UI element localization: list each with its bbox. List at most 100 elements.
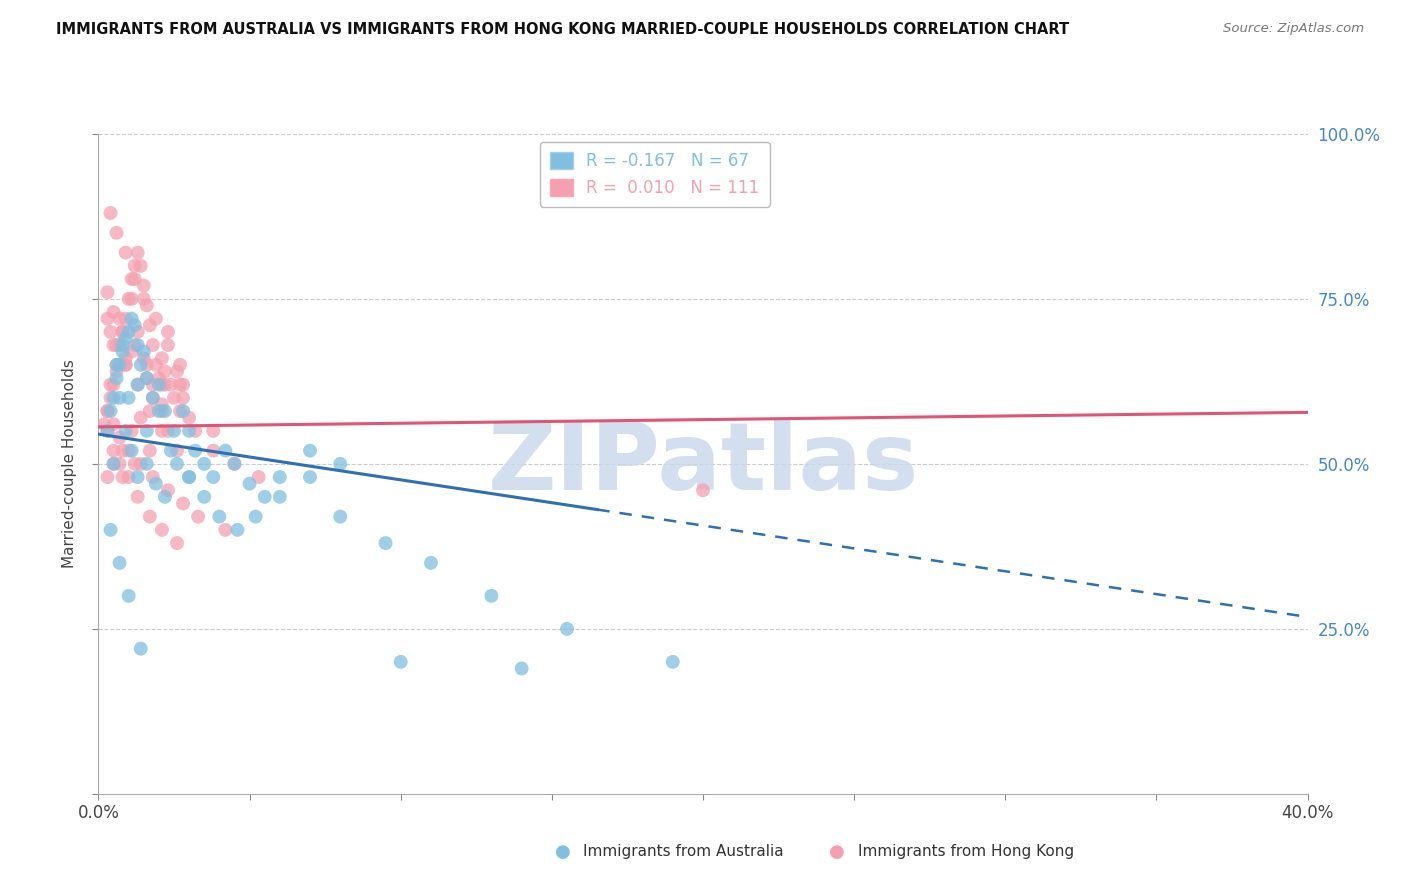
Legend: R = -0.167   N = 67, R =  0.010   N = 111: R = -0.167 N = 67, R = 0.010 N = 111 xyxy=(540,142,769,207)
Point xyxy=(108,457,131,471)
Point xyxy=(103,377,125,392)
Point xyxy=(111,325,134,339)
Point xyxy=(184,424,207,438)
Point xyxy=(166,364,188,378)
Point xyxy=(129,410,152,425)
Point xyxy=(139,318,162,333)
Point xyxy=(132,344,155,359)
Point xyxy=(374,536,396,550)
Point xyxy=(129,259,152,273)
Point xyxy=(111,344,134,359)
Point xyxy=(124,272,146,286)
Point xyxy=(139,404,162,418)
Point xyxy=(163,424,186,438)
Point xyxy=(103,457,125,471)
Point xyxy=(100,404,122,418)
Point xyxy=(108,391,131,405)
Point xyxy=(96,311,118,326)
Point xyxy=(100,377,122,392)
Point xyxy=(103,417,125,432)
Point xyxy=(184,443,207,458)
Point xyxy=(202,470,225,484)
Point xyxy=(121,344,143,359)
Point xyxy=(156,424,179,438)
Point xyxy=(692,483,714,498)
Point xyxy=(105,358,128,372)
Point xyxy=(142,377,165,392)
Point xyxy=(118,443,141,458)
Point xyxy=(135,424,157,438)
Point xyxy=(127,377,149,392)
Text: Source: ZipAtlas.com: Source: ZipAtlas.com xyxy=(1223,22,1364,36)
Point xyxy=(124,338,146,352)
Point xyxy=(179,470,201,484)
Point xyxy=(105,226,128,240)
Point xyxy=(108,358,131,372)
Point xyxy=(202,443,225,458)
Point xyxy=(148,371,170,385)
Point xyxy=(193,457,215,471)
Point xyxy=(420,556,443,570)
Point xyxy=(253,490,276,504)
Point xyxy=(111,338,134,352)
Point xyxy=(103,338,125,352)
Point xyxy=(166,443,188,458)
Point xyxy=(329,509,352,524)
Point xyxy=(111,470,134,484)
Point xyxy=(187,509,209,524)
Point xyxy=(150,424,173,438)
Point xyxy=(169,404,191,418)
Point xyxy=(166,536,188,550)
Point xyxy=(224,457,246,471)
Point xyxy=(153,364,176,378)
Point xyxy=(96,285,118,300)
Point xyxy=(145,358,167,372)
Point xyxy=(329,457,352,471)
Point xyxy=(100,206,122,220)
Text: Immigrants from Australia: Immigrants from Australia xyxy=(583,845,785,859)
Point xyxy=(150,377,173,392)
Point xyxy=(662,655,685,669)
Point xyxy=(269,490,291,504)
Point xyxy=(124,457,146,471)
Point xyxy=(132,278,155,293)
Point xyxy=(96,424,118,438)
Point xyxy=(153,377,176,392)
Point xyxy=(96,424,118,438)
Point xyxy=(103,305,125,319)
Point xyxy=(163,391,186,405)
Point xyxy=(108,430,131,444)
Point xyxy=(114,311,136,326)
Point xyxy=(132,292,155,306)
Point xyxy=(135,358,157,372)
Point xyxy=(202,424,225,438)
Point xyxy=(299,470,322,484)
Point xyxy=(118,325,141,339)
Point xyxy=(121,311,143,326)
Point xyxy=(389,655,412,669)
Point xyxy=(127,325,149,339)
Point xyxy=(172,391,194,405)
Point xyxy=(121,424,143,438)
Point xyxy=(555,622,578,636)
Point xyxy=(114,351,136,366)
Point xyxy=(129,457,152,471)
Point xyxy=(93,417,115,432)
Point xyxy=(214,523,236,537)
Point xyxy=(129,358,152,372)
Point xyxy=(172,404,194,418)
Point xyxy=(118,470,141,484)
Point xyxy=(127,470,149,484)
Point xyxy=(239,476,262,491)
Point xyxy=(179,424,201,438)
Point xyxy=(103,391,125,405)
Point xyxy=(114,358,136,372)
Point xyxy=(179,410,201,425)
Point xyxy=(160,377,183,392)
Point xyxy=(153,404,176,418)
Point xyxy=(148,377,170,392)
Point xyxy=(172,496,194,510)
Point xyxy=(145,476,167,491)
Text: ●: ● xyxy=(828,843,845,861)
Text: ZIPatlas: ZIPatlas xyxy=(488,417,918,510)
